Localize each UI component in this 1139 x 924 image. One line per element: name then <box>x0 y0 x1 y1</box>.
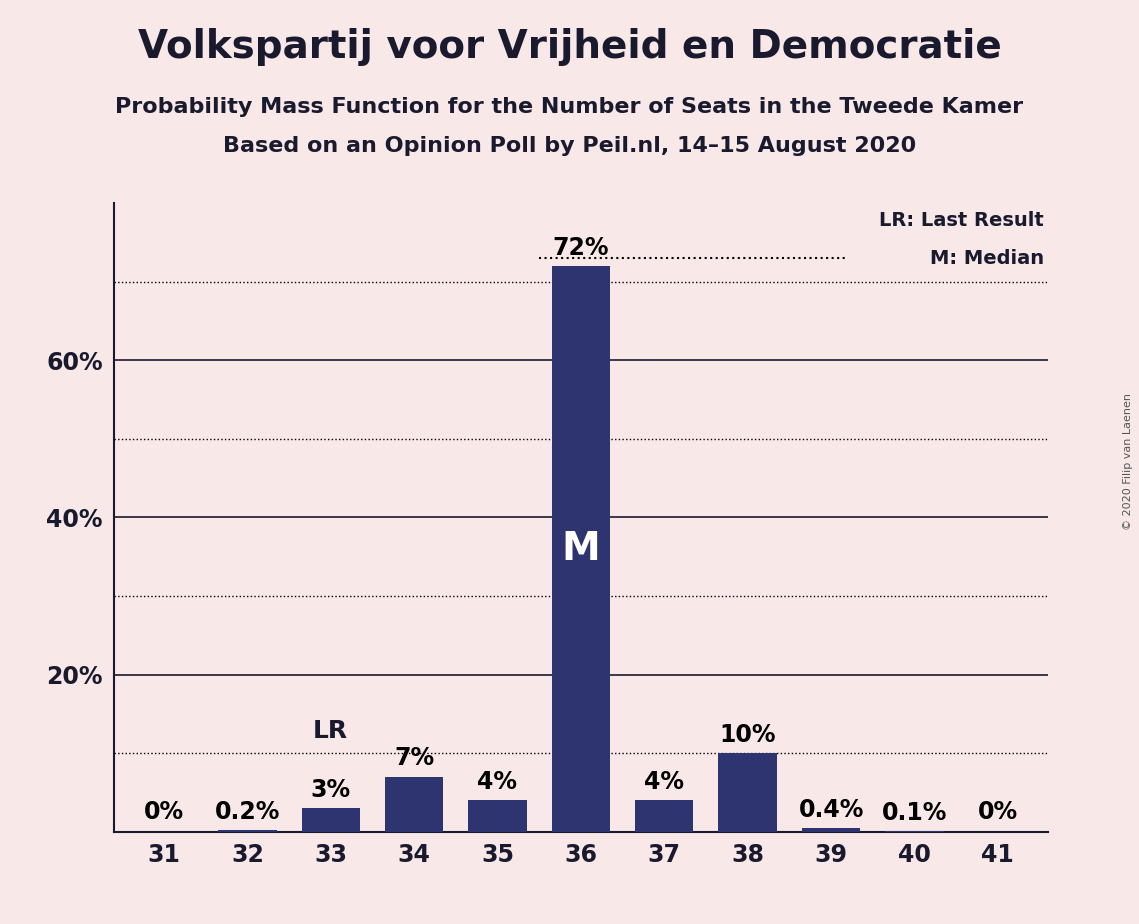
Text: Based on an Opinion Poll by Peil.nl, 14–15 August 2020: Based on an Opinion Poll by Peil.nl, 14–… <box>223 136 916 156</box>
Text: 0%: 0% <box>144 800 185 824</box>
Text: 3%: 3% <box>311 778 351 802</box>
Text: Volkspartij voor Vrijheid en Democratie: Volkspartij voor Vrijheid en Democratie <box>138 28 1001 66</box>
Bar <box>385 776 443 832</box>
Bar <box>802 829 860 832</box>
Bar <box>719 753 777 832</box>
Text: 0.4%: 0.4% <box>798 798 863 822</box>
Text: 0%: 0% <box>977 800 1018 824</box>
Text: 0.2%: 0.2% <box>214 800 280 824</box>
Text: 10%: 10% <box>720 723 776 747</box>
Bar <box>302 808 360 832</box>
Text: M: Median: M: Median <box>929 249 1043 268</box>
Text: M: M <box>562 529 600 568</box>
Text: 72%: 72% <box>552 236 609 260</box>
Text: 4%: 4% <box>477 770 517 794</box>
Bar <box>636 800 694 832</box>
Text: Probability Mass Function for the Number of Seats in the Tweede Kamer: Probability Mass Function for the Number… <box>115 97 1024 117</box>
Text: 0.1%: 0.1% <box>882 800 948 824</box>
Bar <box>219 830 277 832</box>
Text: LR: Last Result: LR: Last Result <box>879 211 1043 230</box>
Text: 4%: 4% <box>645 770 685 794</box>
Text: 7%: 7% <box>394 747 434 771</box>
Bar <box>551 266 611 832</box>
Bar <box>468 800 526 832</box>
Text: © 2020 Filip van Laenen: © 2020 Filip van Laenen <box>1123 394 1133 530</box>
Text: LR: LR <box>313 719 349 743</box>
